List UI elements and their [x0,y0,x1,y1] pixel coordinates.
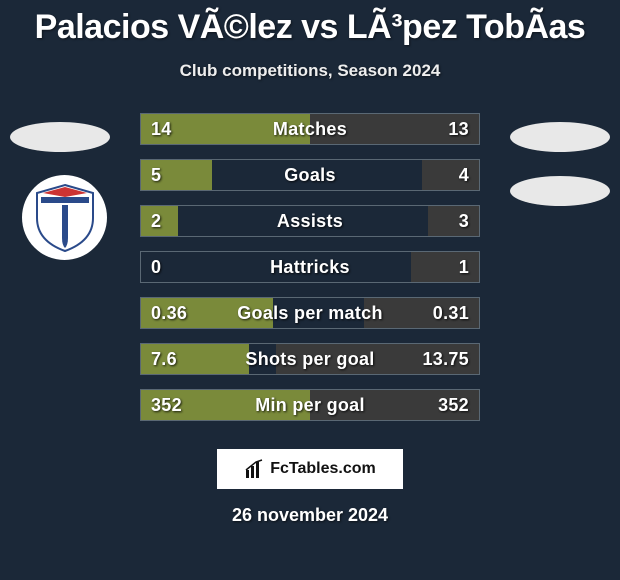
avatar-right-2 [510,176,610,206]
stat-row: 2Assists3 [140,205,480,237]
stats-container: 14Matches135Goals42Assists30Hattricks10.… [140,113,480,421]
stat-row: 0Hattricks1 [140,251,480,283]
stat-label: Assists [141,206,479,236]
stat-value-right: 4 [459,160,469,190]
stat-value-right: 352 [438,390,469,420]
avatar-right-1 [510,122,610,152]
branding-text: FcTables.com [270,460,376,478]
stat-value-right: 0.31 [433,298,469,328]
stat-label: Min per goal [141,390,479,420]
stat-label: Hattricks [141,252,479,282]
page-title: Palacios VÃ©lez vs LÃ³pez TobÃ­as [0,0,620,47]
stat-value-right: 3 [459,206,469,236]
stat-value-right: 13 [448,114,469,144]
stat-value-right: 13.75 [422,344,469,374]
branding-badge: FcTables.com [217,449,403,489]
chart-icon [244,458,266,480]
stat-value-right: 1 [459,252,469,282]
stat-row: 7.6Shots per goal13.75 [140,343,480,375]
avatar-left-1 [10,122,110,152]
stat-label: Matches [141,114,479,144]
date-text: 26 november 2024 [0,505,620,526]
page-subtitle: Club competitions, Season 2024 [0,61,620,81]
stat-row: 352Min per goal352 [140,389,480,421]
club-logo-left [22,175,107,260]
stat-row: 14Matches13 [140,113,480,145]
stat-label: Goals per match [141,298,479,328]
shield-icon [35,183,95,253]
stat-row: 5Goals4 [140,159,480,191]
stat-row: 0.36Goals per match0.31 [140,297,480,329]
stat-label: Goals [141,160,479,190]
